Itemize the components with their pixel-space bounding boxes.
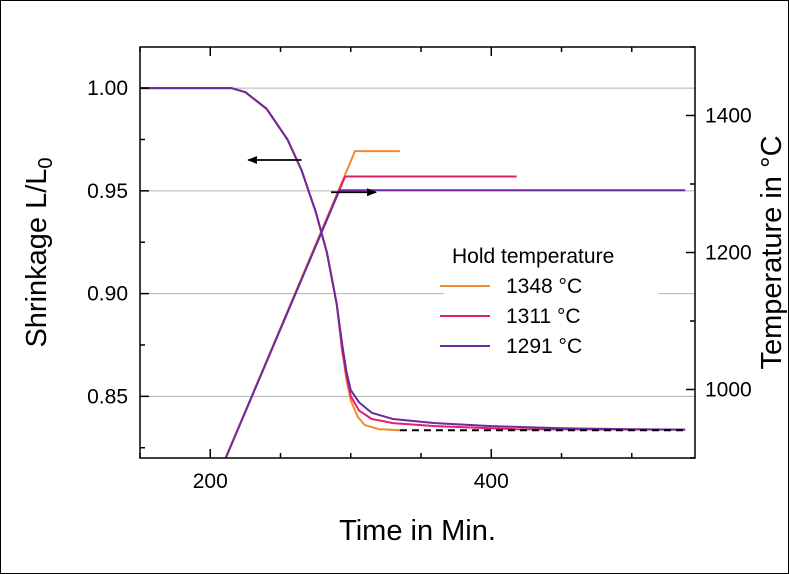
series-layer	[140, 87, 686, 459]
y-right-tick-label: 1200	[705, 242, 752, 265]
x-tick-label: 200	[193, 470, 228, 493]
shrinkage-line	[140, 87, 400, 432]
annotation-layer	[247, 156, 378, 197]
y-right-tick-label: 1400	[705, 105, 752, 128]
shrinkage-line	[140, 87, 686, 431]
temperature-line	[224, 189, 686, 459]
legend-title: Hold temperature	[452, 245, 614, 268]
y-right-axis-title: Temperature in °C	[756, 135, 788, 369]
legend: Hold temperature 1348 °C 1311 °C 1291 °C	[440, 239, 659, 367]
legend-label: 1348 °C	[506, 275, 582, 298]
x-tick-label: 400	[474, 470, 509, 493]
labels-layer: 200 400 0.85 0.90 0.95 1.00 1000 1200 1400 Time i…	[21, 77, 788, 547]
x-axis-title: Time in Min.	[339, 515, 496, 547]
axes-layer	[139, 46, 696, 459]
legend-label: 1291 °C	[506, 335, 582, 358]
legend-label: 1311 °C	[506, 305, 581, 328]
y-right-tick-label: 1000	[705, 379, 752, 402]
temperature-line	[224, 150, 400, 459]
y-left-tick-label: 0.90	[87, 283, 128, 306]
y-left-axis-title: Shrinkage L/L0	[21, 157, 57, 347]
y-left-tick-label: 1.00	[87, 77, 128, 100]
y-left-tick-label: 0.85	[87, 385, 128, 408]
y-left-tick-label: 0.95	[87, 180, 128, 203]
y-left-axis-title-subscript: 0	[35, 157, 57, 168]
y-left-axis-title-main: Shrinkage L/L	[21, 169, 53, 348]
